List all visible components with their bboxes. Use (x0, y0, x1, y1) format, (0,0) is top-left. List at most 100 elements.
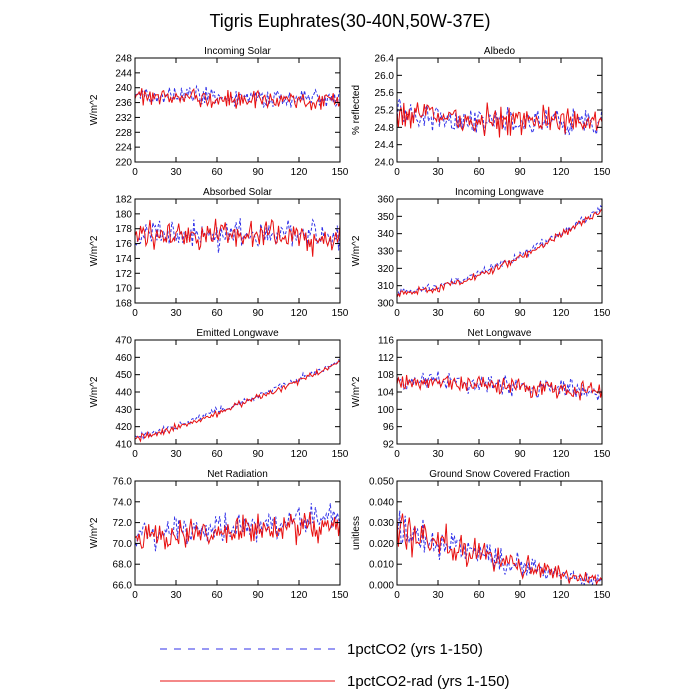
y-tick-label: 440 (115, 388, 132, 399)
x-tick-label: 150 (594, 308, 611, 319)
x-tick-label: 60 (211, 167, 223, 178)
x-tick-label: 150 (332, 449, 349, 460)
y-tick-label: 430 (115, 405, 132, 416)
y-tick-label: 248 (115, 54, 132, 65)
y-tick-label: 0.000 (369, 581, 394, 592)
y-tick-label: 116 (378, 336, 394, 347)
x-tick-label: 0 (394, 167, 400, 178)
y-tick-label: 25.2 (375, 106, 395, 117)
y-tick-label: 460 (115, 353, 132, 364)
panel-title: Absorbed Solar (203, 187, 273, 198)
y-tick-label: 178 (115, 224, 132, 235)
x-tick-label: 30 (170, 308, 182, 319)
y-tick-label: 24.8 (375, 123, 395, 134)
y-tick-label: 26.4 (375, 54, 395, 65)
y-axis-label: W/m^2 (351, 376, 362, 407)
y-tick-label: 0.040 (369, 497, 394, 508)
x-tick-label: 60 (211, 590, 223, 601)
x-tick-label: 150 (332, 590, 349, 601)
y-tick-label: 244 (115, 68, 132, 79)
panel-title: Emitted Longwave (196, 328, 279, 339)
y-tick-label: 236 (115, 98, 132, 109)
plot-frame (396, 480, 603, 586)
y-tick-label: 300 (377, 299, 394, 310)
legend-label-1pctCO2: 1pctCO2 (yrs 1-150) (347, 641, 483, 658)
series-line-1pctco2-yrs-1-150- (397, 96, 602, 136)
y-tick-label: 224 (115, 143, 132, 154)
y-tick-label: 176 (115, 239, 132, 250)
y-tick-label: 228 (115, 128, 132, 139)
x-tick-label: 30 (432, 308, 444, 319)
y-tick-label: 112 (378, 353, 394, 364)
y-axis-label: W/m^2 (351, 235, 362, 266)
y-tick-label: 310 (377, 281, 394, 292)
y-tick-label: 96 (383, 422, 395, 433)
x-tick-label: 60 (211, 308, 223, 319)
y-tick-label: 174 (115, 254, 132, 265)
series-line-1pctco2-yrs-1-150- (135, 218, 340, 253)
y-tick-label: 470 (115, 336, 132, 347)
y-tick-label: 24.0 (375, 158, 395, 169)
y-tick-label: 108 (377, 370, 394, 381)
y-tick-label: 360 (377, 195, 394, 206)
y-tick-label: 0.030 (369, 518, 394, 529)
legend: 1pctCO2 (yrs 1-150) 1pctCO2-rad (yrs 1-1… (160, 641, 510, 690)
plot-frame (134, 198, 341, 304)
panel-net-radiation: Net Radiation W/m^2 0 30 60 90 120 150 66.0 68.0 7… (89, 469, 349, 601)
x-tick-label: 0 (132, 590, 138, 601)
x-tick-label: 120 (291, 167, 308, 178)
x-tick-label: 90 (514, 167, 526, 178)
plot-frame (134, 480, 341, 586)
y-tick-label: 0.010 (369, 560, 394, 571)
legend-label-1pctCO2-rad: 1pctCO2-rad (yrs 1-150) (347, 673, 510, 690)
series-line-1pctco2-yrs-1-150- (135, 84, 340, 108)
x-tick-label: 120 (291, 590, 308, 601)
x-tick-label: 60 (211, 449, 223, 460)
x-tick-label: 90 (514, 590, 526, 601)
x-tick-label: 90 (252, 590, 264, 601)
y-tick-label: 24.4 (375, 140, 395, 151)
plot-frame (134, 57, 341, 163)
x-tick-label: 30 (170, 590, 182, 601)
panel-title: Incoming Solar (204, 46, 271, 57)
panel-title: Net Radiation (207, 469, 268, 480)
x-tick-label: 120 (553, 449, 570, 460)
x-tick-label: 30 (170, 449, 182, 460)
plot-frame (396, 57, 603, 163)
y-tick-label: 170 (115, 284, 132, 295)
x-tick-label: 60 (473, 167, 485, 178)
y-tick-label: 0.050 (369, 477, 394, 488)
series-line-1pctco2-rad-yrs-1-150- (397, 513, 602, 585)
panel-title: Incoming Longwave (455, 187, 544, 198)
y-tick-label: 240 (115, 83, 132, 94)
series-line-1pctco2-rad-yrs-1-150- (397, 102, 602, 138)
y-tick-label: 410 (115, 440, 132, 451)
y-tick-label: 100 (377, 405, 394, 416)
y-tick-label: 172 (115, 269, 132, 280)
x-tick-label: 90 (514, 449, 526, 460)
x-tick-label: 30 (432, 590, 444, 601)
y-tick-label: 168 (115, 299, 132, 310)
series-line-1pctco2-rad-yrs-1-150- (397, 208, 602, 298)
y-tick-label: 25.6 (375, 88, 395, 99)
y-tick-label: 104 (377, 388, 394, 399)
y-axis-label: % reflected (351, 85, 362, 135)
y-tick-label: 450 (115, 370, 132, 381)
x-tick-label: 30 (432, 167, 444, 178)
y-tick-label: 70.0 (113, 539, 133, 550)
x-tick-label: 0 (132, 308, 138, 319)
series-line-1pctco2-rad-yrs-1-150- (135, 218, 340, 257)
x-tick-label: 90 (252, 449, 264, 460)
x-tick-label: 30 (432, 449, 444, 460)
y-tick-label: 182 (115, 195, 132, 206)
y-tick-label: 26.0 (375, 71, 395, 82)
panel-absorbed-solar: Absorbed Solar W/m^2 0 30 60 90 120 150 168 170 17… (89, 187, 349, 319)
y-tick-label: 420 (115, 422, 132, 433)
series-line-1pctco2-rad-yrs-1-150- (135, 87, 340, 111)
main-title: Tigris Euphrates(30-40N,50W-37E) (209, 11, 490, 31)
x-tick-label: 90 (252, 308, 264, 319)
panel-emitted-longwave: Emitted Longwave W/m^2 0 30 60 90 120 150 410 420… (89, 328, 349, 460)
x-tick-label: 120 (553, 308, 570, 319)
series-line-1pctco2-yrs-1-150- (135, 503, 340, 552)
